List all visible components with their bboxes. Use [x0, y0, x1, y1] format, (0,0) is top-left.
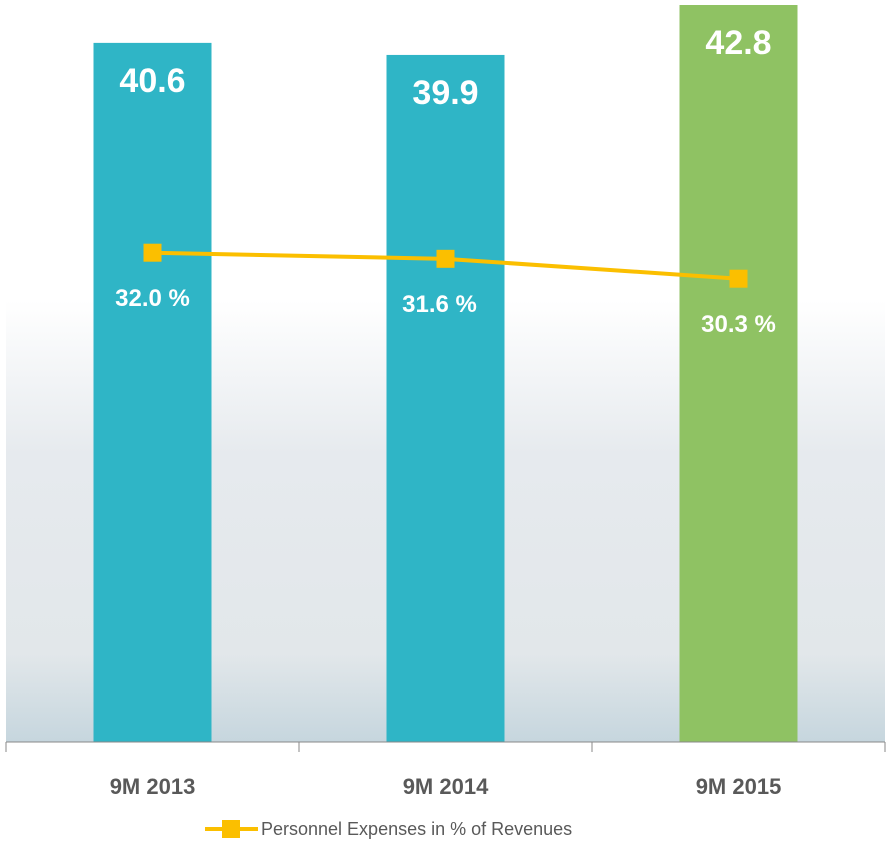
line-value-label: 31.6 %	[402, 291, 477, 318]
line-value-label: 30.3 %	[701, 311, 776, 338]
legend-label: Personnel Expenses in % of Revenues	[261, 819, 572, 839]
bar	[386, 54, 505, 743]
bar-value-label: 39.9	[412, 74, 478, 112]
bar	[679, 5, 798, 742]
x-tick-label: 9M 2013	[110, 774, 196, 799]
legend-marker	[222, 820, 240, 838]
x-tick-label: 9M 2014	[403, 774, 489, 799]
line-marker	[729, 269, 748, 288]
line-marker	[143, 243, 162, 262]
line-value-label: 32.0 %	[115, 285, 190, 312]
bar-value-label: 42.8	[705, 24, 771, 62]
bar-value-label: 40.6	[119, 62, 185, 100]
line-marker	[436, 249, 455, 268]
x-tick-label: 9M 2015	[696, 774, 782, 799]
bar	[93, 42, 212, 742]
